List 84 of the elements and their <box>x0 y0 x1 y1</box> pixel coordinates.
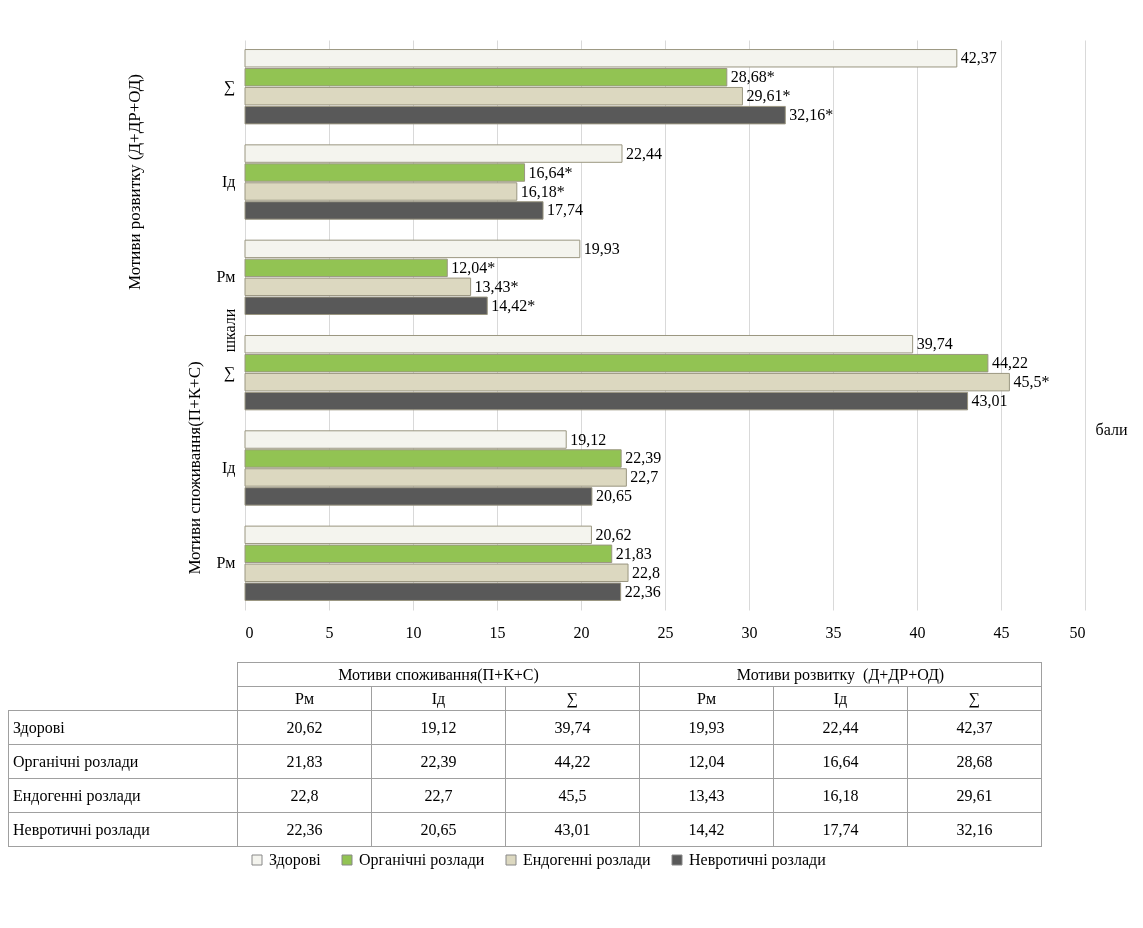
data-label: 16,64* <box>528 163 573 181</box>
data-label: 21,83 <box>615 544 652 562</box>
data-label: 29,61* <box>746 87 791 105</box>
text: Мотиви споживання(П+К+С) <box>237 662 640 687</box>
data-label: 19,93 <box>639 710 774 745</box>
data-label: 20,62 <box>237 710 372 745</box>
data-label: 17,74 <box>773 812 908 847</box>
data-label: 32,16* <box>789 106 834 124</box>
y-tick-label: Рм <box>216 268 236 286</box>
data-label: 20,62 <box>595 525 632 543</box>
category-label: ∑ <box>505 686 640 711</box>
y-tick-label: Ід <box>222 458 236 477</box>
data-label: 19,93 <box>583 239 620 257</box>
data-label: 39,74 <box>505 710 640 745</box>
x-tick-label: 5 <box>325 623 334 641</box>
data-label: 21,83 <box>237 744 372 779</box>
data-label: 44,22 <box>505 744 640 779</box>
data-label: 22,44 <box>625 144 662 162</box>
data-label: 42,37 <box>960 49 997 67</box>
x-tick-label: 0 <box>245 623 254 641</box>
data-label: 22,39 <box>625 449 662 467</box>
data-label: 19,12 <box>371 710 506 745</box>
y-tick-label: Ід <box>222 173 236 192</box>
data-label: 39,74 <box>916 335 953 353</box>
data-label: 44,22 <box>991 354 1028 372</box>
data-label: 22,7 <box>630 468 659 486</box>
x-tick-label: 50 <box>1069 623 1086 641</box>
data-label: 20,65 <box>371 812 506 847</box>
x-tick-label: 30 <box>741 623 758 641</box>
text: Мотиви розвитку (Д+ДР+ОД) <box>125 73 144 291</box>
legend-label: Невротичні розлади <box>689 851 827 869</box>
data-label: 22,36 <box>624 582 661 600</box>
x-tick-label: 25 <box>657 623 674 641</box>
category-label: Ід <box>773 686 908 711</box>
y-axis-title: шкали <box>220 308 238 353</box>
x-tick-label: 15 <box>489 623 506 641</box>
data-label: 28,68* <box>730 68 775 86</box>
data-label: 29,61 <box>907 778 1042 813</box>
text: Здорові <box>8 710 238 745</box>
data-label: 17,74 <box>547 201 584 219</box>
data-label: 22,8 <box>632 563 661 581</box>
data-label: 14,42* <box>491 296 536 314</box>
data-label: 14,42 <box>639 812 774 847</box>
category-label: Ід <box>371 686 506 711</box>
data-label: 12,04 <box>639 744 774 779</box>
data-label: 28,68 <box>907 744 1042 779</box>
text: Мотиви розвитку (Д+ДР+ОД) <box>639 662 1042 687</box>
text: Мотиви споживання(П+К+С) <box>185 361 204 575</box>
y-tick-label: ∑ <box>224 363 236 382</box>
category-label: Рм <box>639 686 774 711</box>
data-label: 13,43* <box>474 277 519 295</box>
category-label: ∑ <box>907 686 1042 711</box>
y-tick-label: ∑ <box>224 77 236 96</box>
data-label: 12,04* <box>451 258 496 276</box>
data-label: 16,64 <box>773 744 908 779</box>
data-label: 19,12 <box>570 430 607 448</box>
x-axis-title: бали <box>1095 420 1128 438</box>
data-label: 42,37 <box>907 710 1042 745</box>
data-label: 43,01 <box>505 812 640 847</box>
data-label: 22,36 <box>237 812 372 847</box>
data-label: 20,65 <box>595 487 632 505</box>
text: Невротичні розлади <box>8 812 238 847</box>
legend-label: Ендогенні розлади <box>523 851 652 869</box>
x-tick-label: 10 <box>405 623 422 641</box>
legend-label: Органічні розлади <box>359 851 485 869</box>
data-label: 45,5 <box>505 778 640 813</box>
text: Органічні розлади <box>8 744 238 779</box>
x-tick-label: 20 <box>573 623 590 641</box>
x-tick-label: 35 <box>825 623 842 641</box>
data-label: 16,18 <box>773 778 908 813</box>
y-tick-label: Рм <box>216 554 236 572</box>
legend-label: Здорові <box>269 851 322 869</box>
data-label: 16,18* <box>520 182 565 200</box>
x-tick-label: 40 <box>909 623 926 641</box>
data-label: 32,16 <box>907 812 1042 847</box>
text: Ендогенні розлади <box>8 778 238 813</box>
data-label: 22,8 <box>237 778 372 813</box>
data-label: 22,39 <box>371 744 506 779</box>
data-label: 13,43 <box>639 778 774 813</box>
data-label: 22,44 <box>773 710 908 745</box>
x-tick-label: 45 <box>993 623 1010 641</box>
data-label: 45,5* <box>1013 373 1050 391</box>
data-label: 43,01 <box>971 392 1008 410</box>
data-label: 22,7 <box>371 778 506 813</box>
